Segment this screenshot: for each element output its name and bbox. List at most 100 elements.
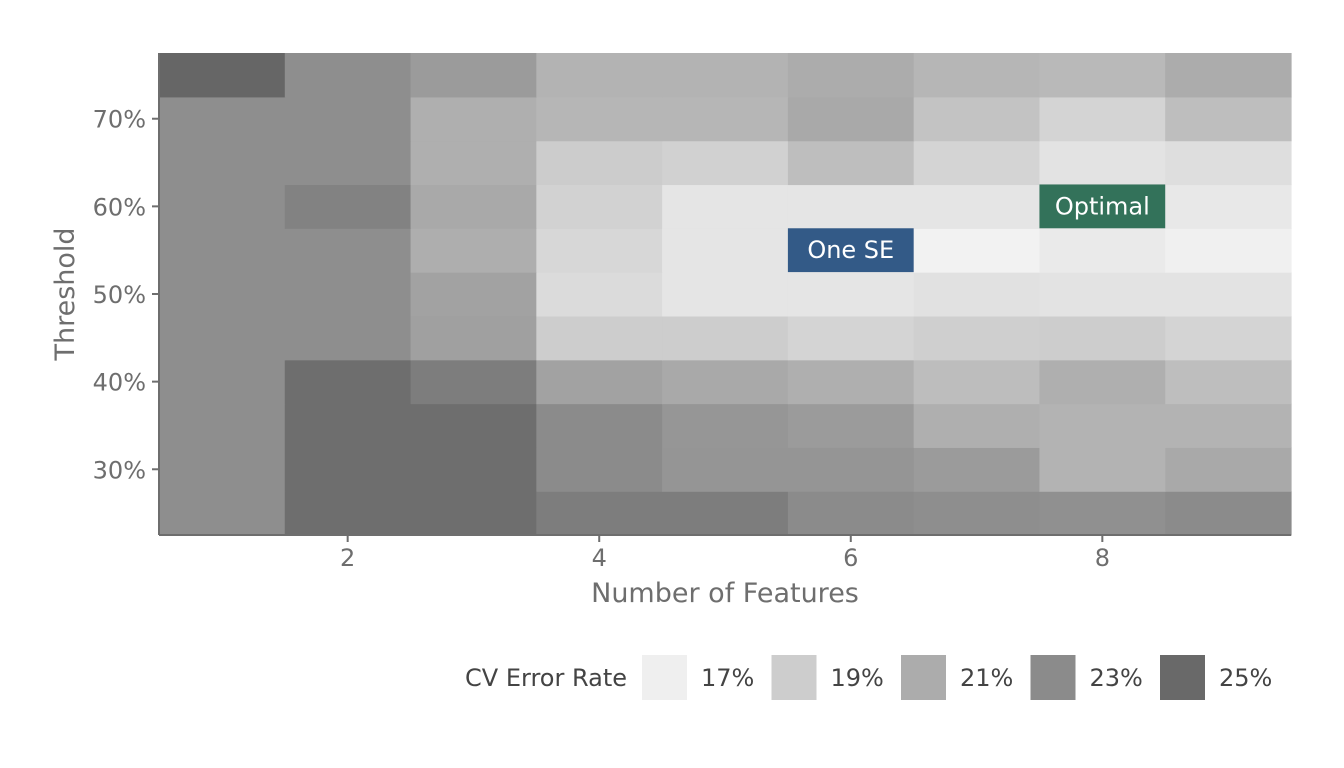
heatmap-cell (284, 228, 412, 273)
heatmap-cell (1039, 315, 1166, 361)
heatmap-cell (410, 447, 537, 492)
legend-title: CV Error Rate (465, 664, 627, 692)
heatmap-cell (536, 491, 663, 536)
y-tick-label: 50% (93, 281, 146, 309)
heatmap-cell (913, 140, 1041, 186)
heatmap-cell (1165, 315, 1292, 361)
heatmap-cell (913, 272, 1041, 317)
x-ticks: 2 4 6 8 (340, 535, 1110, 572)
heatmap-cell (536, 53, 663, 98)
heatmap-cell (1165, 272, 1292, 317)
legend-key (901, 655, 946, 700)
heatmap-cell (787, 140, 915, 186)
heatmap-cell (787, 315, 915, 361)
heatmap-cell (1039, 491, 1166, 536)
y-axis-title: Threshold (50, 227, 81, 361)
heatmap-cell (159, 272, 286, 317)
annotations: One SE Optimal (787, 184, 1166, 273)
heatmap-cell (410, 228, 537, 273)
heatmap-cell (1165, 184, 1292, 229)
heatmap-cell (1165, 359, 1292, 405)
heatmap-cell (284, 184, 412, 229)
heatmap-cell (410, 491, 537, 536)
heatmap-cell (410, 272, 537, 317)
heatmap-cell (536, 359, 663, 405)
heatmap-cell (1165, 96, 1292, 142)
legend-label: 19% (831, 664, 884, 692)
heatmap-cell (1039, 272, 1166, 317)
heatmap-cell (410, 96, 537, 142)
heatmap-cell (1165, 53, 1292, 98)
legend-key (642, 655, 687, 700)
heatmap-cell (787, 96, 915, 142)
heatmap-cell (159, 491, 286, 536)
heatmap-cell (1165, 228, 1292, 273)
heatmap-cell (1165, 403, 1292, 448)
heatmap-cell (913, 403, 1041, 448)
heatmap-cell (536, 403, 663, 448)
heatmap-cell (284, 96, 412, 142)
heatmap-cell (284, 53, 412, 98)
heatmap-cell (284, 491, 412, 536)
heatmap-cell (662, 184, 789, 229)
heatmap-cell (662, 140, 789, 186)
annotation-label: Optimal (1055, 192, 1150, 220)
y-ticks: 30% 40% 50% 60% 70% (93, 106, 159, 484)
heatmap-cell (284, 359, 412, 405)
heatmap-cell (787, 491, 915, 536)
x-tick-label: 2 (340, 544, 355, 572)
x-tick-label: 8 (1095, 544, 1110, 572)
heatmap-cell (913, 53, 1041, 98)
heatmap-cell (284, 272, 412, 317)
annotation-box (1039, 184, 1166, 229)
legend-key (1030, 655, 1076, 700)
heatmap-cell (1165, 140, 1292, 186)
legend: CV Error Rate 17% 19% 21% 23% 25% (465, 655, 1272, 700)
heatmap-cell (913, 228, 1041, 273)
heatmap-cell (662, 228, 789, 273)
heatmap-cell (284, 447, 412, 492)
heatmap-cell (159, 184, 286, 229)
heatmap-cell (159, 140, 286, 186)
heatmap-cell (536, 447, 663, 492)
heatmap-cell (787, 53, 915, 98)
heatmap-cell (410, 140, 537, 186)
heatmap-cell (787, 447, 915, 492)
heatmap-cell (536, 315, 663, 361)
heatmap-cell (536, 140, 663, 186)
heatmap-cell (1165, 491, 1292, 536)
heatmap-cell (1039, 228, 1166, 273)
heatmap-cell (410, 403, 537, 448)
heatmap-cell (1039, 447, 1166, 492)
heatmap-cell (1039, 403, 1166, 448)
y-tick-label: 40% (93, 369, 146, 397)
legend-key (1160, 655, 1205, 700)
heatmap-cell (1039, 140, 1166, 186)
heatmap-cell (159, 403, 286, 448)
heatmap-cell (662, 315, 789, 361)
heatmap-cell (662, 272, 789, 317)
heatmap-cell (1039, 96, 1166, 142)
heatmap-cell (410, 184, 537, 229)
heatmap-cell (159, 228, 286, 273)
heatmap-cell (536, 96, 663, 142)
x-axis-title: Number of Features (591, 578, 859, 609)
heatmap-cell (159, 359, 286, 405)
heatmap-cell (787, 272, 915, 317)
legend-key (771, 655, 817, 700)
y-tick-label: 30% (93, 456, 146, 484)
heatmap-cell (913, 359, 1041, 405)
heatmap-cell (913, 315, 1041, 361)
heatmap-cell (787, 359, 915, 405)
heatmap-cell (410, 359, 537, 405)
heatmap-cell (662, 491, 789, 536)
heatmap-cell (662, 403, 789, 448)
heatmap-cell (913, 96, 1041, 142)
heatmap-cell (536, 184, 663, 229)
heatmap-cell (284, 403, 412, 448)
x-tick-label: 4 (592, 544, 607, 572)
heatmap-cell (662, 359, 789, 405)
heatmap-cell (913, 491, 1041, 536)
heatmap-cell (159, 96, 286, 142)
